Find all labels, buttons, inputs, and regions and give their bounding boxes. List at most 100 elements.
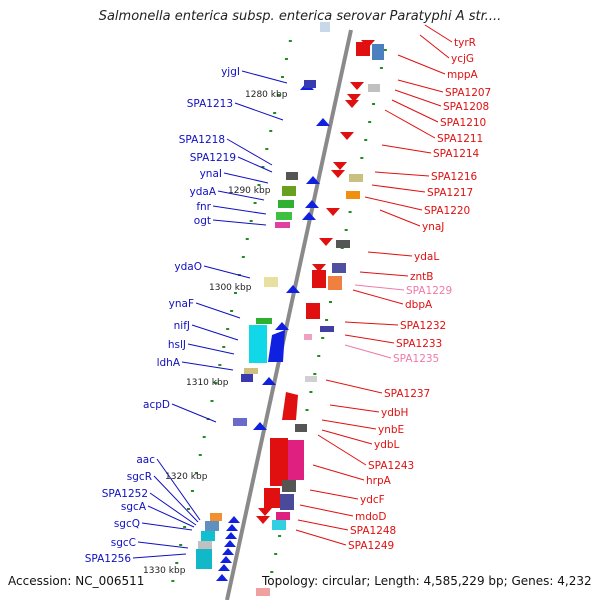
gene-label[interactable]: sgcC bbox=[111, 537, 136, 549]
gene-label[interactable]: aac bbox=[136, 454, 155, 466]
gene-label[interactable]: SPA1211 bbox=[437, 133, 483, 145]
gene-label[interactable]: SPA1233 bbox=[396, 338, 442, 350]
gene-label[interactable]: tyrR bbox=[454, 37, 476, 49]
tick-mark bbox=[257, 184, 261, 186]
label-connector bbox=[354, 284, 405, 291]
gene-label[interactable]: SPA1249 bbox=[348, 540, 394, 552]
gene-feature bbox=[241, 374, 253, 382]
gene-label[interactable]: ydcF bbox=[360, 494, 385, 506]
gene-label[interactable]: SPA1208 bbox=[443, 101, 489, 113]
label-connector bbox=[187, 343, 235, 355]
kbp-label: 1300 kbp bbox=[209, 283, 252, 293]
gene-label[interactable]: SPA1256 bbox=[85, 553, 132, 565]
label-connector bbox=[344, 344, 392, 359]
gene-label[interactable]: ynaJ bbox=[422, 221, 444, 233]
gene-label[interactable]: SPA1216 bbox=[431, 171, 478, 183]
label-connector bbox=[379, 209, 421, 227]
tick-mark bbox=[190, 490, 194, 492]
gene-label[interactable]: ynaF bbox=[169, 298, 194, 310]
label-connector bbox=[234, 102, 284, 121]
label-connector bbox=[419, 34, 450, 59]
label-connector bbox=[325, 379, 383, 394]
gene-label[interactable]: ldhA bbox=[157, 357, 181, 369]
gene-feature bbox=[304, 334, 312, 340]
tick-mark bbox=[278, 535, 282, 537]
right-gene-labels: tyrR ycjG mppA SPA1207 SPA1208 SPA1210 SPA1211… bbox=[348, 37, 491, 552]
tick-mark bbox=[273, 112, 277, 114]
gene-label[interactable]: zntB bbox=[410, 271, 434, 283]
gene-feature bbox=[280, 494, 294, 510]
gene-label[interactable]: dbpA bbox=[405, 299, 433, 311]
gene-label[interactable]: ydbH bbox=[381, 407, 408, 419]
gene-label[interactable]: SPA1235 bbox=[393, 353, 439, 365]
gene-feature bbox=[278, 200, 294, 208]
gene-label[interactable]: SPA1252 bbox=[102, 488, 148, 500]
label-connector bbox=[391, 99, 439, 123]
gene-label[interactable]: SPA1229 bbox=[406, 285, 452, 297]
right-strand-features bbox=[256, 22, 384, 596]
gene-label[interactable]: sgcQ bbox=[114, 518, 140, 530]
label-connector bbox=[147, 505, 195, 528]
tick-mark bbox=[198, 454, 202, 456]
gene-label[interactable]: hslJ bbox=[168, 339, 186, 351]
gene-arrow bbox=[326, 208, 340, 216]
gene-arrow bbox=[225, 532, 237, 539]
gene-feature bbox=[272, 520, 286, 530]
tick-mark bbox=[222, 346, 226, 348]
gene-label[interactable]: mdoD bbox=[355, 511, 386, 523]
label-connector bbox=[141, 522, 193, 531]
gene-label[interactable]: SPA1232 bbox=[400, 320, 446, 332]
gene-label[interactable]: nifJ bbox=[174, 320, 190, 332]
gene-label[interactable]: ycjG bbox=[451, 53, 474, 65]
tick-mark bbox=[288, 40, 292, 42]
gene-label[interactable]: mppA bbox=[447, 69, 479, 81]
label-connector bbox=[381, 144, 432, 154]
gene-label[interactable]: SPA1217 bbox=[427, 187, 473, 199]
gene-label[interactable]: yjgI bbox=[221, 66, 240, 78]
gene-arrow bbox=[216, 574, 228, 581]
gene-label[interactable]: ydbL bbox=[374, 439, 400, 451]
gene-feature bbox=[264, 488, 280, 508]
label-connector bbox=[321, 429, 373, 445]
gene-label[interactable]: SPA1213 bbox=[187, 98, 233, 110]
gene-label[interactable]: acpD bbox=[143, 399, 170, 411]
label-connector bbox=[181, 361, 234, 371]
gene-label[interactable]: sgcA bbox=[121, 501, 147, 513]
gene-label[interactable]: ydaA bbox=[190, 186, 217, 198]
gene-label[interactable]: ydaL bbox=[414, 251, 439, 263]
gene-label[interactable]: SPA1237 bbox=[384, 388, 430, 400]
gene-feature bbox=[346, 191, 360, 199]
gene-arrow bbox=[340, 132, 354, 140]
tick-mark bbox=[234, 292, 238, 294]
gene-label[interactable]: SPA1214 bbox=[433, 148, 480, 160]
gene-label[interactable]: SPA1218 bbox=[179, 134, 225, 146]
label-connector bbox=[191, 324, 239, 341]
label-connector bbox=[223, 172, 269, 184]
gene-label[interactable]: ydaO bbox=[174, 261, 202, 273]
gene-label[interactable]: SPA1207 bbox=[445, 87, 491, 99]
tick-mark bbox=[187, 508, 191, 510]
tick-mark bbox=[379, 67, 383, 69]
tick-mark bbox=[360, 157, 364, 159]
gene-feature bbox=[196, 549, 212, 569]
label-connector bbox=[321, 419, 377, 430]
gene-label[interactable]: ynaI bbox=[200, 168, 222, 180]
gene-label[interactable]: SPA1220 bbox=[424, 205, 470, 217]
gene-label[interactable]: hrpA bbox=[366, 475, 392, 487]
gene-label[interactable]: SPA1248 bbox=[350, 525, 396, 537]
kbp-label: 1320 kbp bbox=[165, 472, 208, 482]
gene-label[interactable]: ynbE bbox=[378, 424, 404, 436]
tick-mark bbox=[230, 310, 234, 312]
tick-mark bbox=[305, 409, 309, 411]
tick-mark bbox=[348, 211, 352, 213]
gene-label[interactable]: SPA1210 bbox=[440, 117, 486, 129]
gene-label[interactable]: SPA1243 bbox=[368, 460, 414, 472]
gene-label[interactable]: fnr bbox=[196, 201, 211, 213]
tick-marks bbox=[171, 40, 387, 591]
label-connector bbox=[295, 529, 347, 546]
gene-label[interactable]: sgcR bbox=[127, 471, 152, 483]
gene-feature bbox=[356, 42, 370, 56]
gene-label[interactable]: SPA1219 bbox=[190, 152, 236, 164]
gene-label[interactable]: ogt bbox=[194, 215, 211, 227]
label-connector bbox=[397, 79, 444, 93]
